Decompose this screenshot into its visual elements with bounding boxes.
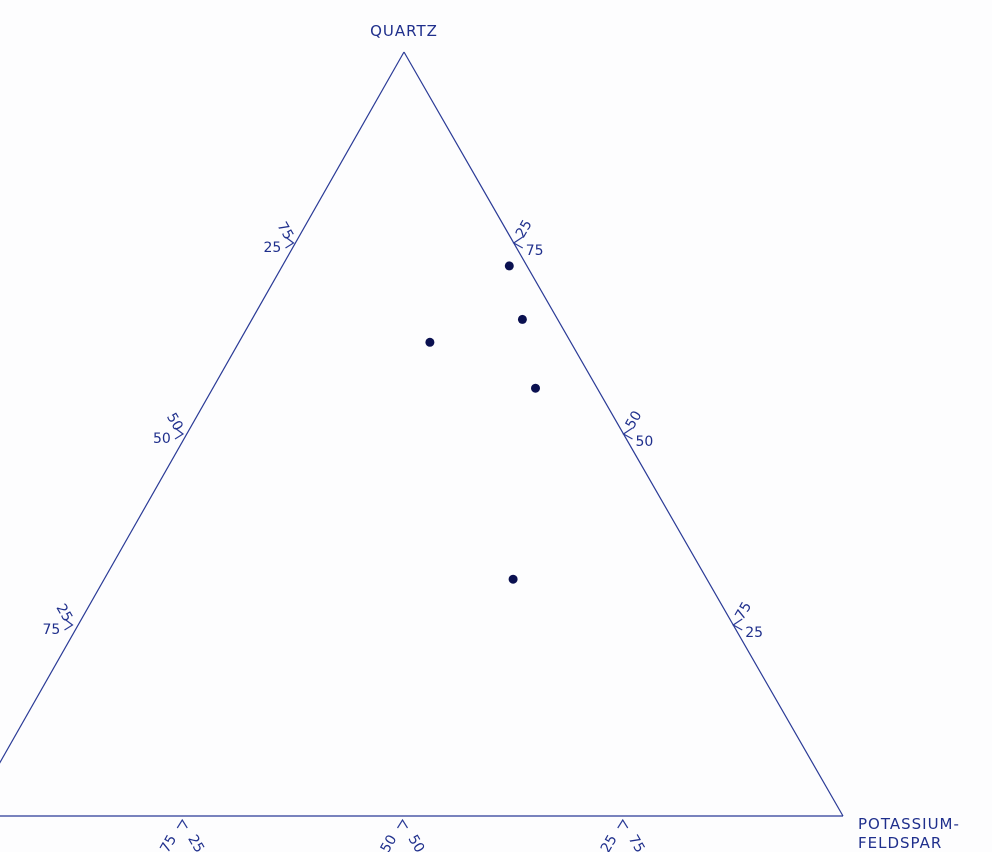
- left-tick-mark: [64, 618, 74, 631]
- left-tick-mark: [174, 427, 185, 440]
- right-tick-label: 25: [745, 625, 763, 641]
- data-point: [508, 574, 518, 584]
- left-tick-mark: [285, 236, 295, 249]
- data-point: [517, 314, 527, 324]
- bottom-tick-label-left: 25: [598, 832, 621, 852]
- left-tick-label: 50: [153, 431, 171, 447]
- left-tick-label: 75: [43, 622, 61, 638]
- left-tick-label-rotated: 50: [163, 410, 186, 433]
- right-tick-label: 50: [636, 434, 654, 450]
- vertex-label-potassium-feldspar-line2: FELDSPAR: [858, 834, 942, 852]
- right-tick-label-rotated: 25: [513, 217, 536, 240]
- left-tick-label: 25: [264, 240, 282, 256]
- left-tick-label-rotated: 25: [53, 601, 76, 624]
- right-tick-mark: [732, 618, 743, 631]
- data-point: [504, 261, 514, 271]
- bottom-tick-mark: [396, 818, 409, 829]
- bottom-tick-label-right: 25: [184, 832, 207, 852]
- left-edge: [0, 51, 405, 764]
- bottom-tick-label-right: 50: [405, 832, 428, 852]
- vertex-label-potassium-feldspar-line1: POTASSIUM-: [858, 815, 960, 833]
- right-tick-mark: [512, 236, 524, 249]
- data-point: [425, 337, 435, 347]
- bottom-tick-label-left: 50: [378, 832, 401, 852]
- bottom-tick-mark: [176, 818, 188, 829]
- bottom-tick-label-left: 75: [157, 832, 180, 852]
- right-tick-label: 75: [526, 243, 544, 259]
- right-tick-label-rotated: 75: [732, 599, 755, 622]
- data-points: [425, 261, 540, 584]
- vertex-label-quartz: QUARTZ: [370, 22, 438, 40]
- bottom-tick-label-right: 75: [625, 832, 648, 852]
- data-point: [531, 383, 540, 393]
- right-tick-mark: [622, 427, 633, 440]
- right-tick-label-rotated: 50: [623, 408, 646, 431]
- left-tick-label-rotated: 75: [274, 219, 297, 242]
- bottom-tick-mark: [617, 818, 629, 829]
